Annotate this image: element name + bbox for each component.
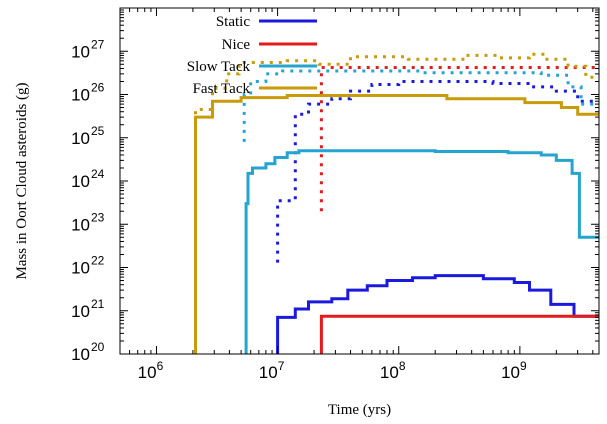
y-tick-label-exponent: 25 xyxy=(91,124,105,138)
series-static-dotted-line xyxy=(276,80,599,263)
y-tick-label: 10 xyxy=(71,345,90,364)
series-layer xyxy=(194,52,599,354)
legend-label-fast-tack: Fast Tack xyxy=(193,81,251,97)
x-tick-label: 108 xyxy=(380,359,406,382)
series-nice-dotted-line xyxy=(319,66,599,212)
series-slow-tack-dotted-line xyxy=(242,69,599,142)
legend: Static Nice Slow Tack Fast Tack xyxy=(187,14,317,97)
x-axis-label: Time (yrs) xyxy=(328,402,391,418)
y-tick-label: 10 xyxy=(71,129,90,148)
legend-label-nice: Nice xyxy=(222,37,251,53)
y-tick-label: 10 xyxy=(71,259,90,278)
y-tick-label-exponent: 21 xyxy=(91,297,105,311)
x-tick-label: 107 xyxy=(259,359,285,382)
legend-label-slow-tack: Slow Tack xyxy=(187,59,251,75)
y-tick-label: 10 xyxy=(71,42,90,61)
series-nice-solid-line xyxy=(319,314,599,354)
y-tick-label-exponent: 26 xyxy=(91,81,105,95)
y-tick-label-exponent: 20 xyxy=(91,340,105,354)
series-slow-tack-solid-line xyxy=(244,149,599,354)
series-fast-tack-solid-line xyxy=(194,94,599,354)
y-tick-label: 10 xyxy=(71,172,90,191)
x-tick-label: 109 xyxy=(501,359,527,382)
y-tick-label-exponent: 23 xyxy=(91,210,105,224)
y-tick-label-exponent: 22 xyxy=(91,254,105,268)
x-tick-label: 106 xyxy=(138,359,164,382)
y-tick-label: 10 xyxy=(71,215,90,234)
legend-label-static: Static xyxy=(216,14,251,30)
y-tick-label: 10 xyxy=(71,86,90,105)
series-static-solid-line xyxy=(276,274,599,354)
y-axis-label: Mass in Oort Cloud asteroids (g) xyxy=(14,82,30,279)
y-tick-label-exponent: 27 xyxy=(91,37,105,51)
y-tick-label-exponent: 24 xyxy=(91,167,105,181)
y-tick-label: 10 xyxy=(71,302,90,321)
